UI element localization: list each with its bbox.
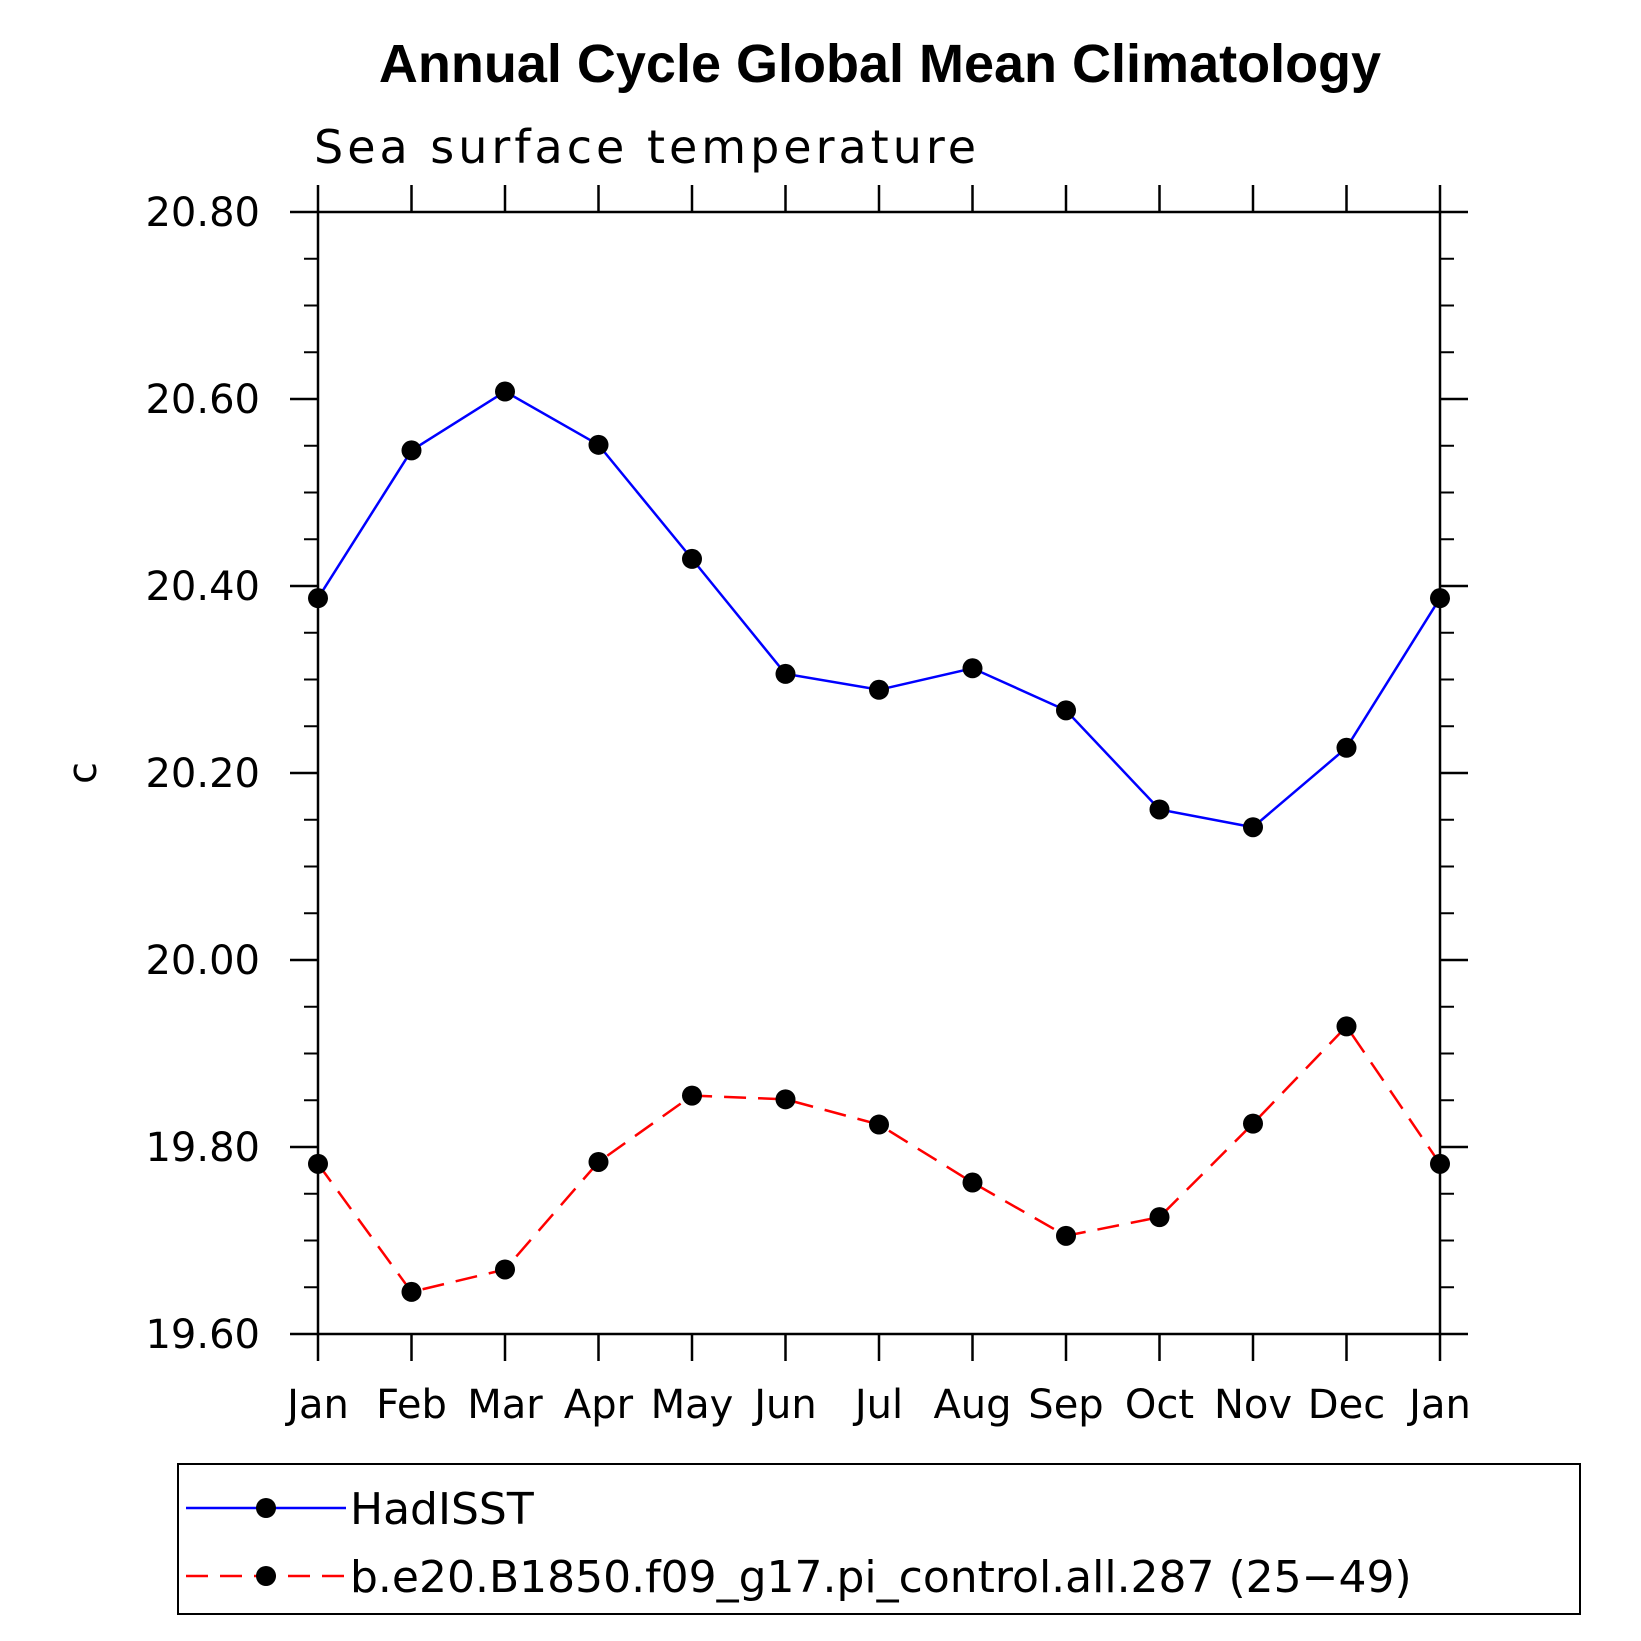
data-point [1149, 799, 1170, 820]
legend-marker [256, 1498, 276, 1518]
x-tick-label: Feb [376, 1382, 447, 1428]
data-point [588, 1151, 609, 1172]
x-tick-label: May [651, 1382, 734, 1428]
legend-marker [256, 1566, 276, 1586]
x-tick-label: Jan [1406, 1382, 1471, 1428]
y-tick-label: 20.80 [145, 190, 260, 236]
legend-item: HadISST [186, 1484, 534, 1535]
x-tick-label: Mar [467, 1382, 543, 1428]
data-point [775, 1089, 796, 1110]
data-point [682, 1085, 702, 1106]
y-tick-label: 20.60 [145, 377, 260, 423]
data-point [962, 1172, 983, 1193]
series-line [316, 390, 1442, 829]
series-0 [308, 381, 1450, 838]
data-point [962, 658, 983, 679]
series-layer [308, 381, 1450, 1302]
x-tick-label: Oct [1125, 1382, 1194, 1428]
axes [316, 210, 1442, 1336]
data-point [1430, 588, 1450, 609]
x-tick-labels: Jan Feb Mar Apr May Jun Jul Aug Sep Oct Nov Dec Jan [284, 1382, 1471, 1428]
data-point [401, 440, 422, 461]
data-point [588, 434, 609, 455]
data-point [1243, 1113, 1263, 1134]
data-point [495, 1259, 515, 1280]
x-tick-label: Nov [1214, 1382, 1292, 1428]
y-tick-label: 20.20 [145, 751, 260, 797]
plot-frame [316, 210, 1442, 1336]
data-point [1149, 1207, 1170, 1228]
data-point [495, 381, 515, 402]
legend: HadISST b.e20.B1850.f09_g17.pi_control.al… [177, 1463, 1581, 1615]
data-point [682, 548, 702, 569]
data-point [1430, 1153, 1450, 1174]
data-point [869, 679, 889, 700]
y-tick-label: 20.00 [145, 938, 260, 984]
data-point [1336, 1016, 1357, 1037]
data-point [308, 1153, 328, 1174]
legend-label: b.e20.B1850.f09_g17.pi_control.all.287 (… [350, 1552, 1412, 1603]
data-point [1336, 737, 1357, 758]
x-tick-label: Dec [1308, 1382, 1385, 1428]
data-point [308, 588, 328, 609]
x-tick-label: Jan [284, 1382, 349, 1428]
y-tick-labels: 19.60 19.80 20.00 20.20 20.40 20.60 20.80 [145, 190, 260, 1358]
data-point [1243, 817, 1263, 838]
data-point [775, 663, 796, 684]
x-tick-label: Sep [1028, 1382, 1103, 1428]
data-point [1056, 700, 1076, 721]
x-tick-label: Jun [751, 1382, 817, 1428]
y-tick-label: 20.40 [145, 564, 260, 610]
x-tick-label: Aug [933, 1382, 1011, 1428]
data-point [869, 1114, 889, 1135]
y-tick-label: 19.60 [145, 1312, 260, 1358]
chart-title: Annual Cycle Global Mean Climatology [379, 34, 1381, 94]
axis-ticks [290, 185, 1468, 1361]
x-tick-label: Jul [852, 1382, 903, 1428]
legend-label: HadISST [350, 1484, 534, 1535]
legend-item: b.e20.B1850.f09_g17.pi_control.all.287 (… [186, 1552, 1412, 1603]
series-line [316, 1024, 1442, 1294]
series-1 [308, 1016, 1450, 1302]
x-tick-label: Apr [564, 1382, 634, 1428]
y-axis-label: c [60, 762, 106, 784]
data-point [401, 1281, 422, 1302]
chart-subtitle: Sea surface temperature [314, 120, 980, 174]
data-point [1056, 1225, 1076, 1246]
legend-box [177, 1463, 1581, 1615]
y-tick-label: 19.80 [145, 1125, 260, 1171]
